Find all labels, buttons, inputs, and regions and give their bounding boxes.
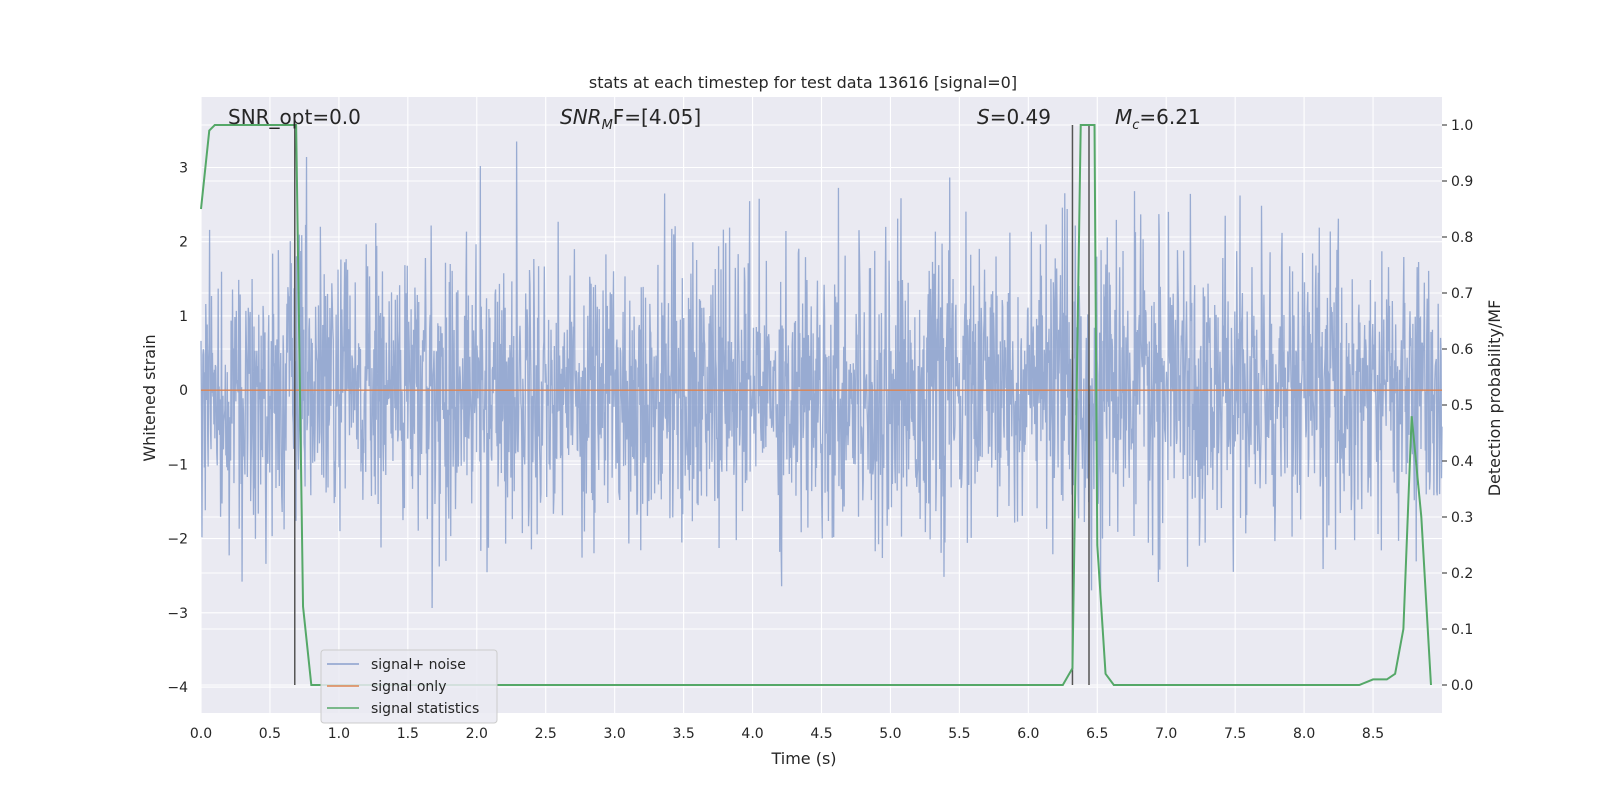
y2-axis-label: Detection probability/MF xyxy=(1485,300,1504,497)
y-tick-label: 2 xyxy=(179,235,188,251)
y-tick-label: 1 xyxy=(179,309,188,325)
x-tick-label: 7.0 xyxy=(1155,726,1177,742)
y2-tick-label: 0.3 xyxy=(1451,510,1473,526)
y2-tick-label: 0.6 xyxy=(1451,342,1473,358)
y2-axis-ticks: 1.0 0.9 0.8 0.7 0.6 0.5 0.4 0.3 0.2 0.1 0.0 xyxy=(1442,118,1473,694)
y-tick-label: 3 xyxy=(179,161,188,177)
legend-label-stats: signal statistics xyxy=(371,701,479,717)
y2-tick-label: 1.0 xyxy=(1451,118,1473,134)
x-tick-label: 4.5 xyxy=(810,726,832,742)
x-tick-label: 5.5 xyxy=(948,726,970,742)
noise-trace xyxy=(200,141,1443,608)
annotation-mc-symbol: M xyxy=(1115,105,1132,129)
annotation-s: S=0.49 xyxy=(977,105,1051,129)
x-tick-label: 6.5 xyxy=(1086,726,1108,742)
legend-label-signal: signal only xyxy=(371,679,446,695)
legend-box xyxy=(320,649,498,724)
y-axis-ticks: 3 2 1 0 −1 −2 −3 −4 xyxy=(167,161,188,697)
y2-tick-label: 0.0 xyxy=(1451,678,1473,694)
x-tick-label: 3.5 xyxy=(672,726,694,742)
signal-noise-series xyxy=(200,141,1443,608)
annotation-snr-mf: SNRMF=[4.05] xyxy=(560,105,701,133)
annotation-mc: Mc=6.21 xyxy=(1115,105,1201,133)
chart-title: stats at each timestep for test data 136… xyxy=(589,73,1017,92)
signal-statistics-series xyxy=(200,124,1432,686)
annotation-mc-sub: c xyxy=(1132,118,1139,133)
annotation-snr-mf-suffix: F=[4.05] xyxy=(613,105,701,129)
y2-tick-label: 0.5 xyxy=(1451,398,1473,414)
annotation-snr-opt: SNR_opt=0.0 xyxy=(228,105,361,129)
x-tick-label: 0.0 xyxy=(190,726,212,742)
annotation-s-value: =0.49 xyxy=(990,105,1051,129)
y-tick-label: 0 xyxy=(179,383,188,399)
x-tick-label: 0.5 xyxy=(259,726,281,742)
vertical-markers xyxy=(294,125,1090,685)
y2-tick-label: 0.9 xyxy=(1451,174,1473,190)
x-tick-label: 8.5 xyxy=(1362,726,1384,742)
x-tick-label: 1.5 xyxy=(397,726,419,742)
y-tick-label: −4 xyxy=(167,680,188,696)
y-axis-label: Whitened strain xyxy=(140,334,159,461)
x-tick-label: 7.5 xyxy=(1224,726,1246,742)
x-tick-label: 5.0 xyxy=(879,726,901,742)
annotation-s-symbol: S xyxy=(977,105,990,129)
x-axis-label: Time (s) xyxy=(770,749,836,768)
annotation-snr-mf-prefix: SNR xyxy=(560,105,602,129)
x-tick-label: 1.0 xyxy=(328,726,350,742)
y-tick-label: −1 xyxy=(167,457,188,473)
y-tick-label: −2 xyxy=(167,532,188,548)
legend-label-noise: signal+ noise xyxy=(371,657,466,673)
y-tick-label: −3 xyxy=(167,606,188,622)
y2-tick-label: 0.2 xyxy=(1451,566,1473,582)
x-tick-label: 8.0 xyxy=(1293,726,1315,742)
x-tick-label: 2.0 xyxy=(466,726,488,742)
y2-tick-label: 0.1 xyxy=(1451,622,1473,638)
annotation-mc-value: =6.21 xyxy=(1139,105,1200,129)
legend: signal+ noise signal only signal statist… xyxy=(320,649,498,724)
annotation-snr-mf-sub: M xyxy=(602,118,613,133)
y2-tick-label: 0.7 xyxy=(1451,286,1473,302)
signal-statistics-line xyxy=(200,124,1432,686)
y2-tick-label: 0.4 xyxy=(1451,454,1473,470)
x-tick-label: 6.0 xyxy=(1017,726,1039,742)
x-tick-label: 2.5 xyxy=(535,726,557,742)
x-tick-label: 3.0 xyxy=(604,726,626,742)
y2-tick-label: 0.8 xyxy=(1451,230,1473,246)
x-axis-ticks: 0.0 0.5 1.0 1.5 2.0 2.5 3.0 3.5 4.0 4.5 5.0 5.5 6.0 6… xyxy=(190,726,1384,742)
x-tick-label: 4.0 xyxy=(741,726,763,742)
